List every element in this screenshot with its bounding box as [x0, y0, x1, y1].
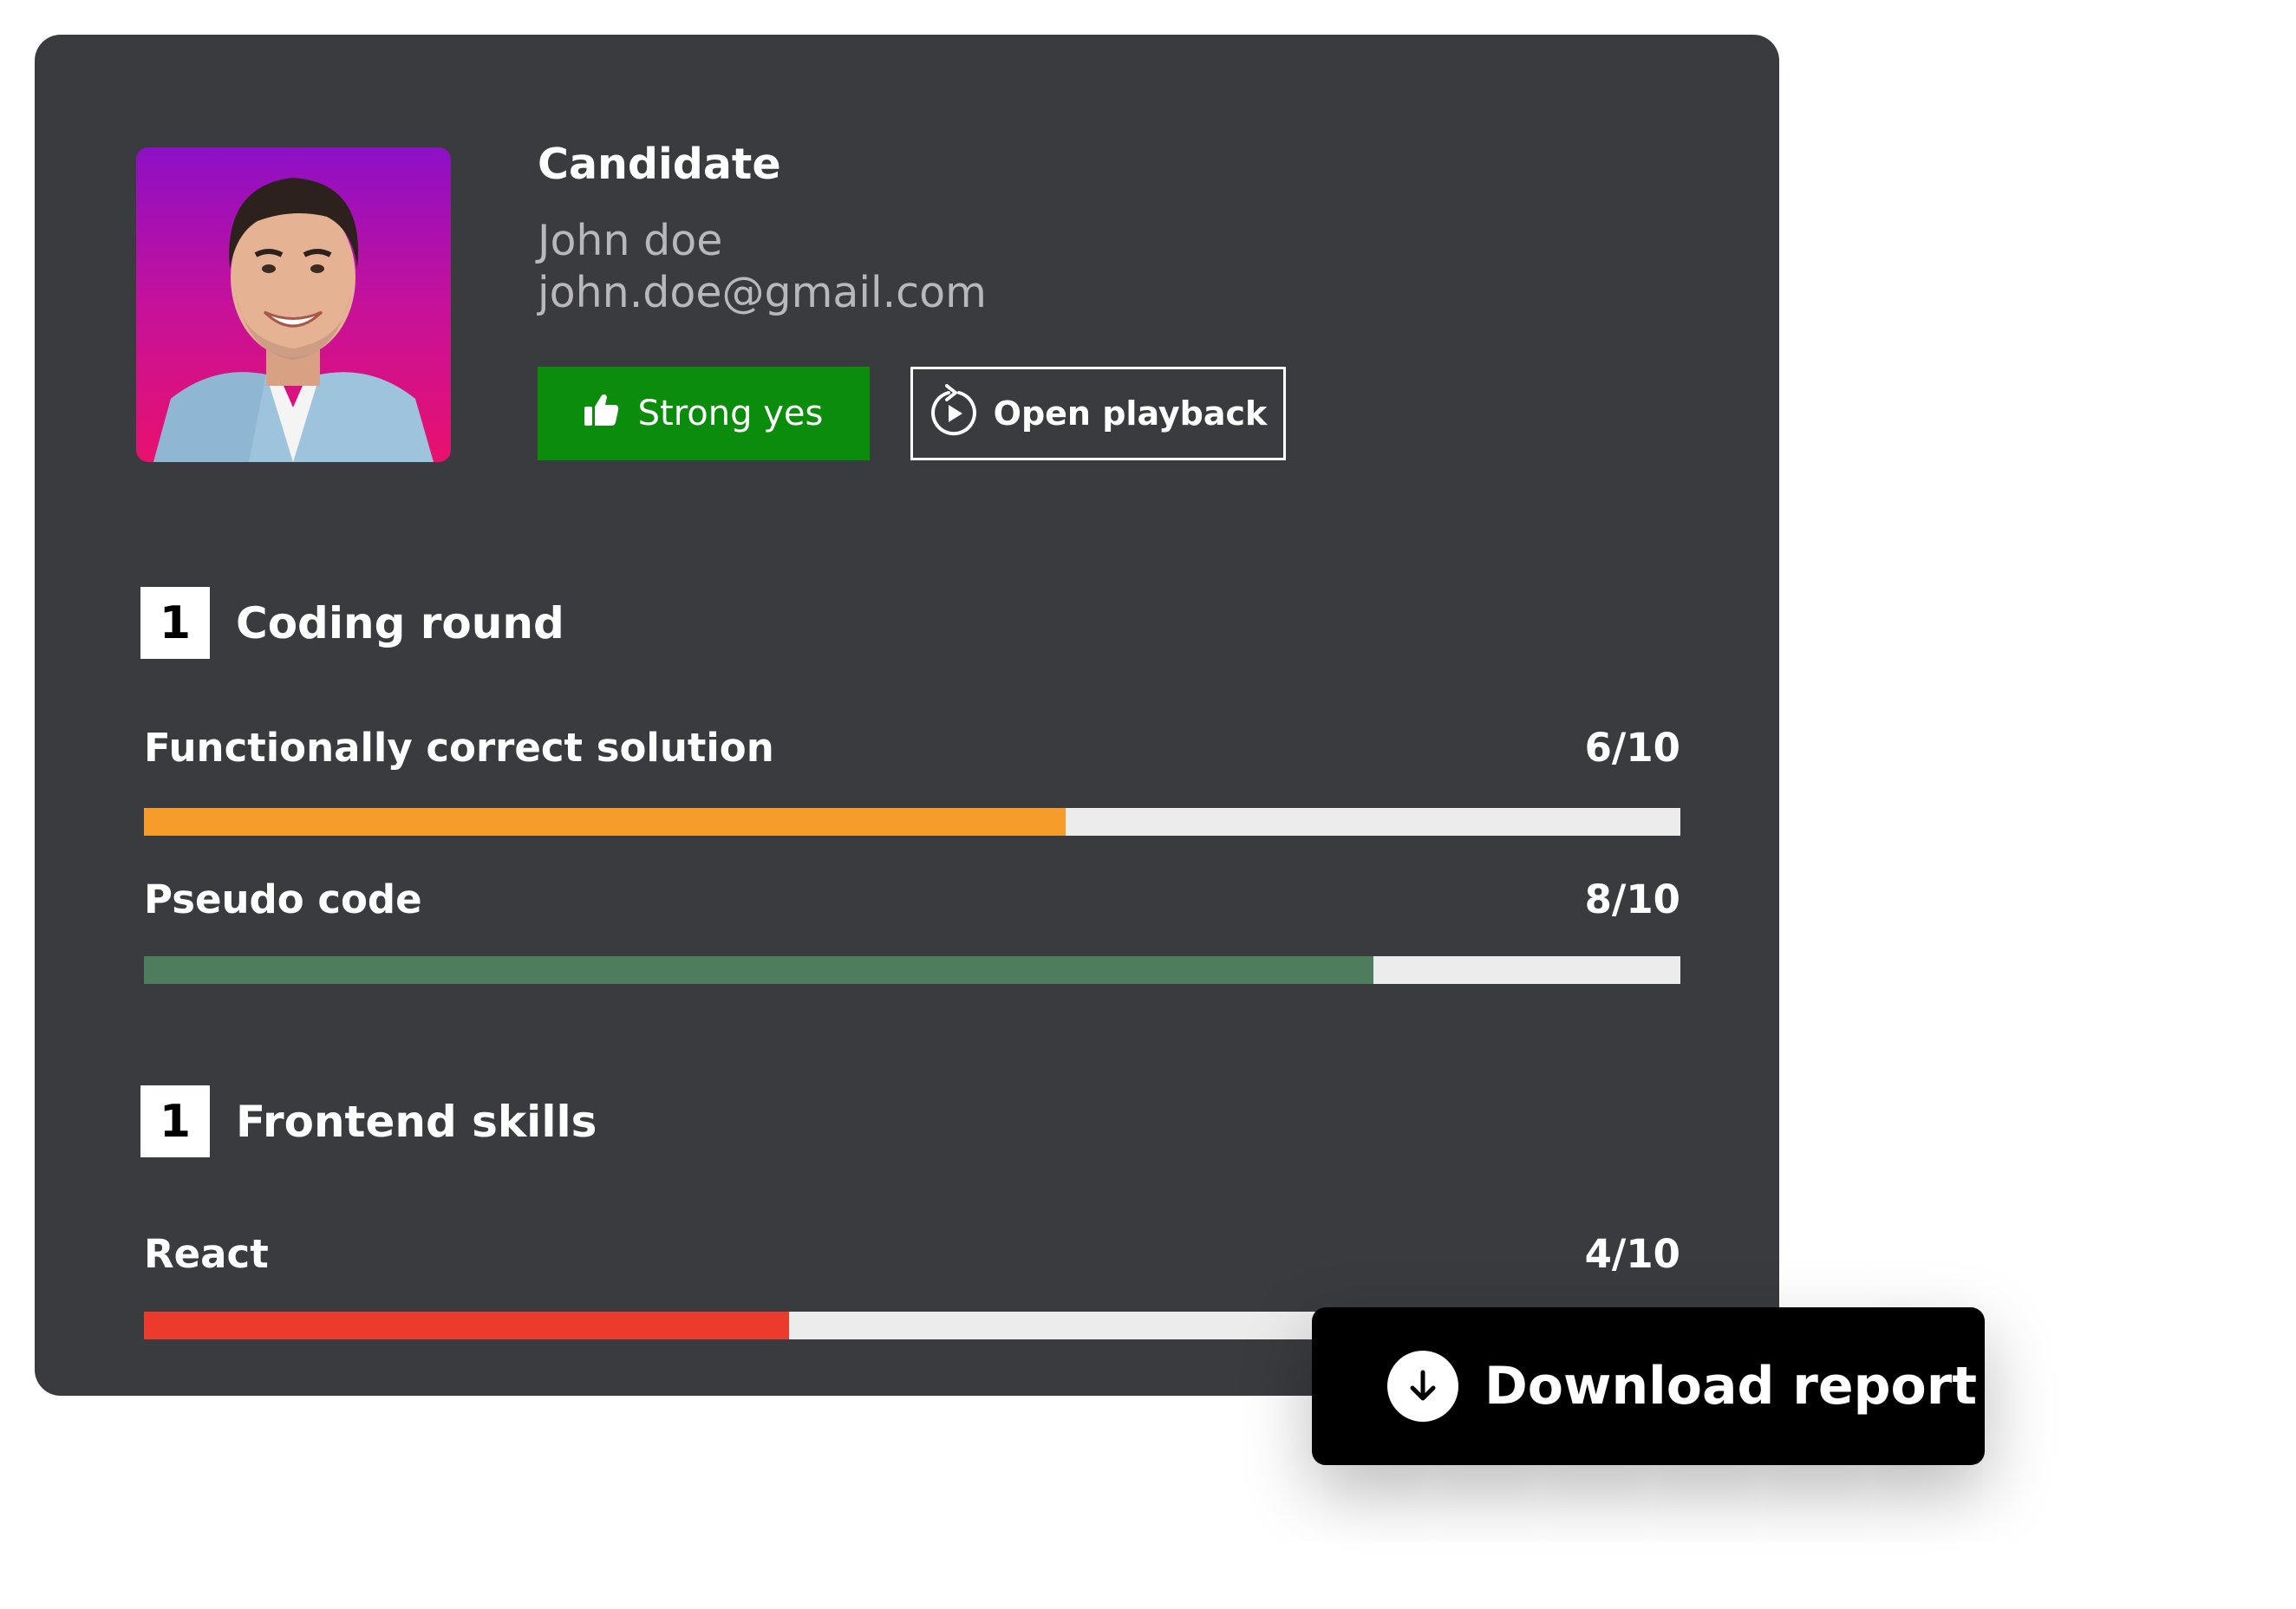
metric-score: 6/10 — [1584, 725, 1680, 771]
score-bar-fill — [144, 1312, 790, 1339]
download-arrow-icon — [1387, 1351, 1458, 1422]
section-title: Frontend skills — [236, 1096, 597, 1147]
score-bar — [144, 1312, 1680, 1339]
metric-score: 4/10 — [1584, 1231, 1680, 1277]
thumbs-up-icon — [584, 393, 619, 434]
open-playback-button[interactable]: Open playback — [910, 367, 1286, 460]
score-bar — [144, 808, 1680, 836]
candidate-report-card: Candidate John doe john.doe@gmail.com St… — [35, 35, 1779, 1396]
replay-play-icon — [929, 383, 978, 444]
candidate-avatar — [136, 147, 451, 462]
section-number-badge: 1 — [140, 587, 210, 659]
score-bar-fill — [144, 808, 1066, 836]
candidate-heading: Candidate — [538, 140, 781, 189]
metric-score-wrap: 8/10 — [1533, 880, 1680, 923]
metric-label: React — [144, 1231, 269, 1277]
section-frontend-skills: 1 Frontend skills — [140, 1085, 597, 1157]
candidate-email: john.doe@gmail.com — [538, 268, 987, 317]
strong-yes-label: Strong yes — [637, 394, 824, 433]
metric-score-wrap: 4/10 — [1533, 1234, 1680, 1278]
candidate-name: John doe — [538, 216, 723, 265]
download-report-button[interactable]: Download report — [1312, 1307, 1985, 1465]
download-report-label: Download report — [1484, 1356, 1978, 1417]
metric-score-wrap: 6/10 — [1533, 728, 1680, 772]
strong-yes-button[interactable]: Strong yes — [538, 367, 870, 460]
open-playback-label: Open playback — [993, 394, 1268, 433]
section-title: Coding round — [236, 597, 564, 648]
metric-label: Pseudo code — [144, 876, 422, 922]
metric-score: 8/10 — [1584, 876, 1680, 922]
score-bar-fill — [144, 956, 1373, 984]
section-coding-round: 1 Coding round — [140, 587, 564, 659]
section-number-badge: 1 — [140, 1085, 210, 1157]
metric-label: Functionally correct solution — [144, 725, 774, 771]
score-bar — [144, 956, 1680, 984]
